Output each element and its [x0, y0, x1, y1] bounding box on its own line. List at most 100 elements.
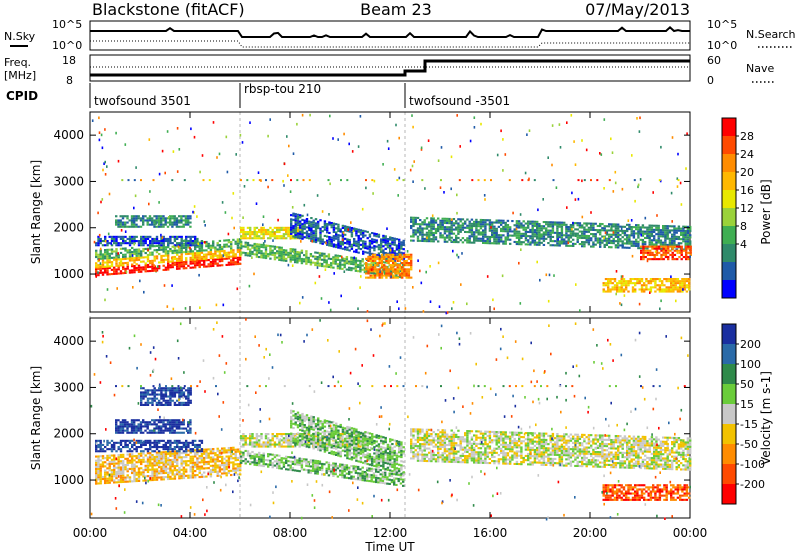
range-cell [666, 243, 669, 246]
range-cell [203, 471, 206, 474]
range-cell [335, 233, 338, 236]
range-cell [124, 225, 127, 228]
range-cell [106, 253, 109, 256]
range-cell [655, 243, 658, 246]
range-cell [142, 475, 145, 478]
range-cell [682, 227, 685, 230]
range-cell [276, 228, 279, 231]
range-cell [631, 278, 635, 281]
range-cell [151, 219, 154, 222]
range-cell [621, 246, 624, 249]
range-cell [242, 251, 245, 254]
range-cell [527, 226, 530, 229]
range-cell [518, 232, 521, 235]
range-cell [180, 475, 183, 478]
range-cell [369, 264, 372, 267]
range-cell [110, 256, 114, 259]
range-cell [99, 251, 102, 254]
range-cell [185, 248, 188, 251]
range-cell [223, 239, 226, 242]
range-cell [576, 234, 579, 237]
range-cell [438, 305, 441, 308]
range-cell [610, 235, 613, 238]
range-cell [163, 284, 166, 287]
range-cell [403, 253, 406, 256]
range-cell [572, 226, 575, 229]
range-cell [196, 467, 199, 470]
range-cell [547, 225, 550, 228]
range-cell [607, 278, 610, 281]
range-cell [271, 179, 274, 182]
range-cell [394, 257, 397, 260]
range-cell [169, 463, 172, 466]
range-cell [569, 228, 573, 231]
range-cell [189, 252, 192, 255]
range-cell [622, 278, 626, 281]
range-cell [585, 234, 588, 237]
range-cell [173, 425, 176, 428]
range-cell [95, 448, 98, 451]
range-cell [122, 267, 125, 270]
range-cell [488, 227, 492, 230]
range-cell [675, 235, 678, 238]
range-cell [282, 257, 286, 260]
range-cell [178, 477, 181, 480]
range-cell [335, 223, 338, 226]
range-cell [205, 249, 208, 252]
range-cell [260, 228, 263, 231]
range-cell [99, 262, 102, 265]
range-cell [292, 218, 295, 221]
range-cell [230, 449, 233, 452]
range-cell [153, 462, 156, 465]
range-cell [380, 264, 384, 267]
range-cell [387, 272, 390, 275]
range-cell [531, 241, 534, 244]
range-cell [574, 163, 577, 166]
range-cell [182, 431, 185, 434]
range-cell [473, 116, 476, 119]
range-cell [149, 462, 152, 465]
range-cell [632, 244, 636, 247]
range-cell [685, 249, 688, 252]
range-cell [171, 465, 174, 468]
range-cell [470, 218, 474, 221]
range-cell [403, 272, 406, 275]
range-cell [314, 222, 318, 225]
range-cell [450, 228, 453, 231]
range-cell [538, 225, 541, 228]
range-cell [246, 231, 250, 234]
range-cell [592, 224, 595, 227]
range-cell [663, 288, 666, 291]
range-cell [316, 256, 319, 259]
range-cell [677, 225, 681, 228]
range-cell [592, 241, 595, 244]
range-cell [221, 260, 224, 263]
range-cell [157, 225, 161, 228]
range-cell [629, 282, 632, 285]
range-cell [466, 231, 469, 234]
range-cell [600, 153, 603, 156]
range-cell [184, 219, 188, 222]
range-cell [182, 441, 186, 444]
range-cell [542, 233, 546, 236]
range-cell [288, 144, 290, 148]
range-cell [157, 419, 161, 422]
range-cell [216, 256, 219, 259]
range-cell [332, 245, 336, 248]
range-cell [115, 268, 118, 271]
range-cell [115, 260, 118, 263]
range-cell [221, 457, 224, 460]
range-cell [265, 179, 267, 182]
range-cell [218, 246, 222, 249]
range-cell [169, 467, 172, 470]
range-cell [194, 446, 197, 449]
range-cell [637, 240, 640, 243]
range-cell [137, 266, 141, 269]
range-cell [153, 476, 156, 479]
range-cell [234, 452, 237, 455]
range-cell [117, 460, 120, 463]
range-cell [108, 242, 111, 245]
range-cell [300, 262, 304, 265]
range-cell [398, 307, 400, 310]
range-cell [258, 237, 261, 240]
